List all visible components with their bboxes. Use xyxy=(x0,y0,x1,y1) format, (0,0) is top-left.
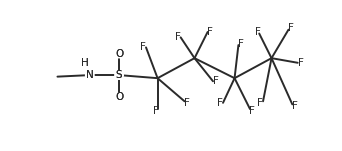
Text: H: H xyxy=(80,58,88,68)
Text: F: F xyxy=(257,98,263,108)
Text: F: F xyxy=(298,58,304,68)
Text: N: N xyxy=(86,70,94,80)
Text: F: F xyxy=(213,76,219,86)
Circle shape xyxy=(80,59,89,67)
Circle shape xyxy=(115,93,123,102)
Text: F: F xyxy=(238,39,244,48)
Text: F: F xyxy=(249,106,255,116)
Text: O: O xyxy=(115,48,123,59)
Text: F: F xyxy=(140,42,146,52)
Text: F: F xyxy=(207,27,213,37)
Text: O: O xyxy=(115,92,123,102)
Text: H: H xyxy=(80,58,88,68)
Text: S: S xyxy=(116,70,122,80)
Text: F: F xyxy=(175,32,181,42)
Text: O: O xyxy=(115,92,123,102)
Text: F: F xyxy=(292,101,298,111)
Text: F: F xyxy=(288,23,294,33)
Text: F: F xyxy=(153,106,159,116)
Text: F: F xyxy=(255,27,261,37)
Circle shape xyxy=(115,71,123,79)
Circle shape xyxy=(115,49,123,58)
Text: N: N xyxy=(86,70,94,80)
Text: O: O xyxy=(115,48,123,59)
Text: F: F xyxy=(184,98,190,108)
Text: S: S xyxy=(116,70,122,80)
Circle shape xyxy=(86,71,94,79)
Text: F: F xyxy=(217,98,223,108)
